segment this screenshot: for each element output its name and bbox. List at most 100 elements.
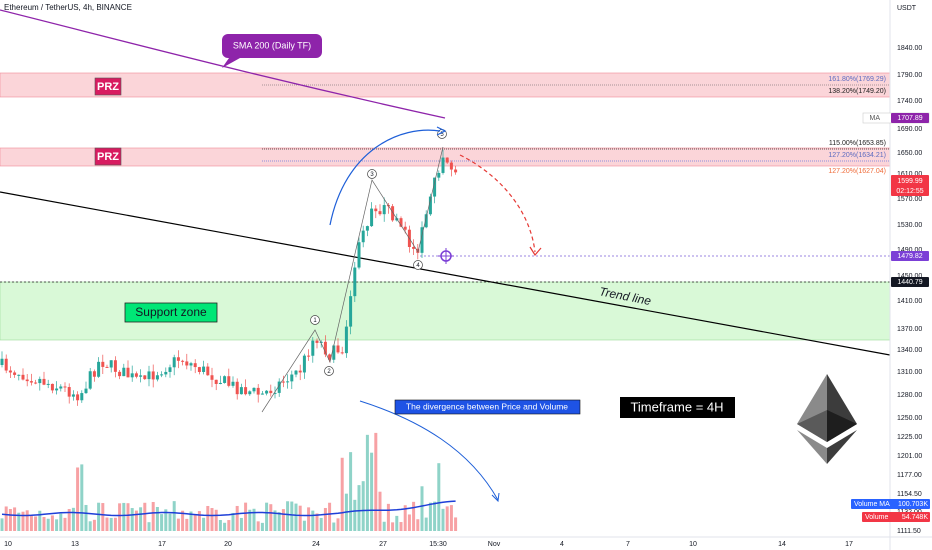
support-label: Support zone bbox=[135, 305, 207, 319]
volume-ma-line bbox=[1, 500, 456, 517]
candle-body bbox=[370, 208, 374, 227]
candle-body bbox=[412, 246, 416, 249]
prz-label: PRZ bbox=[97, 151, 119, 163]
candle-body bbox=[202, 366, 206, 372]
time-label: 17 bbox=[158, 541, 166, 548]
candle-body bbox=[181, 360, 185, 362]
badge-text: 1440.79 bbox=[897, 279, 922, 286]
candle-body bbox=[97, 361, 101, 377]
prz-label: PRZ bbox=[97, 81, 119, 93]
arrow bbox=[329, 129, 441, 226]
candle-body bbox=[328, 354, 332, 360]
candle-body bbox=[265, 390, 269, 394]
candle-body bbox=[21, 374, 25, 380]
candle-body bbox=[365, 226, 369, 231]
volume-bar bbox=[302, 520, 306, 531]
volume-bar bbox=[130, 508, 134, 531]
candle-body bbox=[105, 366, 109, 368]
volume-bar bbox=[63, 517, 67, 531]
time-label: 7 bbox=[626, 541, 630, 548]
volume-bar bbox=[277, 512, 281, 531]
candle-body bbox=[185, 361, 189, 366]
volume-bar bbox=[210, 508, 214, 531]
candle-body bbox=[248, 391, 252, 395]
wave-label: 1 bbox=[313, 318, 317, 324]
candle-body bbox=[378, 211, 382, 215]
volume-bar bbox=[416, 519, 420, 531]
volume-bar bbox=[197, 511, 201, 531]
volume-bar bbox=[25, 510, 29, 531]
volume-bar bbox=[445, 506, 449, 531]
chart-title: Ethereum / TetherUS, 4h, BINANCE bbox=[4, 3, 132, 12]
candle-body bbox=[168, 367, 172, 372]
candle-body bbox=[109, 360, 113, 368]
volume-bar bbox=[80, 464, 84, 531]
candle-body bbox=[164, 371, 168, 375]
volume-bar bbox=[134, 510, 138, 531]
volume-bar bbox=[386, 503, 390, 531]
candle-body bbox=[357, 242, 361, 268]
volume-bar bbox=[155, 506, 159, 531]
volume-bar bbox=[50, 515, 54, 531]
candle-body bbox=[176, 357, 180, 361]
candle-body bbox=[50, 383, 54, 391]
candle-body bbox=[118, 371, 122, 377]
candle-body bbox=[340, 352, 344, 354]
volume-bar bbox=[256, 521, 260, 531]
price-label: 1530.00 bbox=[897, 222, 922, 229]
candle-body bbox=[223, 376, 227, 383]
volume-bar bbox=[227, 520, 231, 531]
candle-body bbox=[63, 386, 67, 388]
sma-line bbox=[0, 9, 446, 119]
candle-body bbox=[155, 375, 159, 380]
volume-bar bbox=[193, 515, 197, 531]
volume-bar bbox=[311, 510, 315, 531]
candle-body bbox=[80, 393, 84, 401]
candle-body bbox=[92, 371, 96, 377]
candle-body bbox=[323, 341, 327, 355]
candle-body bbox=[252, 387, 256, 392]
fib-label: 127.20%(1634.21) bbox=[828, 152, 886, 159]
divergence-label: The divergence between Price and Volume bbox=[406, 401, 568, 411]
fib-label: 138.20%(1749.20) bbox=[828, 88, 886, 95]
projection-arrow bbox=[459, 154, 536, 253]
volume-bar bbox=[265, 502, 269, 531]
volume-bar bbox=[176, 518, 180, 531]
price-label: 1225.00 bbox=[897, 434, 922, 441]
volume-bar bbox=[214, 509, 218, 531]
candle-body bbox=[29, 381, 33, 383]
volume-bar bbox=[269, 504, 273, 531]
candle-body bbox=[332, 345, 336, 360]
time-label: 27 bbox=[379, 541, 387, 548]
price-label: 1570.00 bbox=[897, 196, 922, 203]
volume-bar bbox=[437, 463, 441, 531]
volume-bar bbox=[223, 522, 227, 531]
candle-body bbox=[269, 390, 273, 394]
fib-label: 115.00%(1653.85) bbox=[829, 140, 886, 147]
wave-label: 4 bbox=[416, 263, 420, 269]
candle-body bbox=[134, 373, 138, 377]
fib-label: 161.80%(1769.29) bbox=[828, 76, 886, 83]
timeframe-label: Timeframe = 4H bbox=[630, 399, 723, 414]
candle-body bbox=[231, 381, 235, 386]
volume-bar bbox=[441, 508, 445, 531]
candle-body bbox=[197, 367, 201, 372]
candle-body bbox=[147, 371, 151, 380]
candle-body bbox=[416, 248, 420, 253]
candle-body bbox=[353, 267, 357, 297]
volume-bar bbox=[38, 510, 42, 531]
prz-box bbox=[94, 147, 122, 166]
volume-bar bbox=[118, 503, 122, 531]
volume-bar bbox=[340, 457, 344, 531]
volume-bar bbox=[407, 514, 411, 531]
volume-bar bbox=[399, 522, 403, 531]
candle-body bbox=[214, 379, 218, 384]
volume-bar bbox=[315, 513, 319, 531]
candle-body bbox=[122, 367, 126, 377]
volume-bar bbox=[59, 513, 63, 531]
candle-body bbox=[189, 363, 193, 366]
wave-circle bbox=[324, 366, 334, 376]
volume-bar bbox=[294, 503, 298, 531]
price-label: 1490.00 bbox=[897, 247, 922, 254]
